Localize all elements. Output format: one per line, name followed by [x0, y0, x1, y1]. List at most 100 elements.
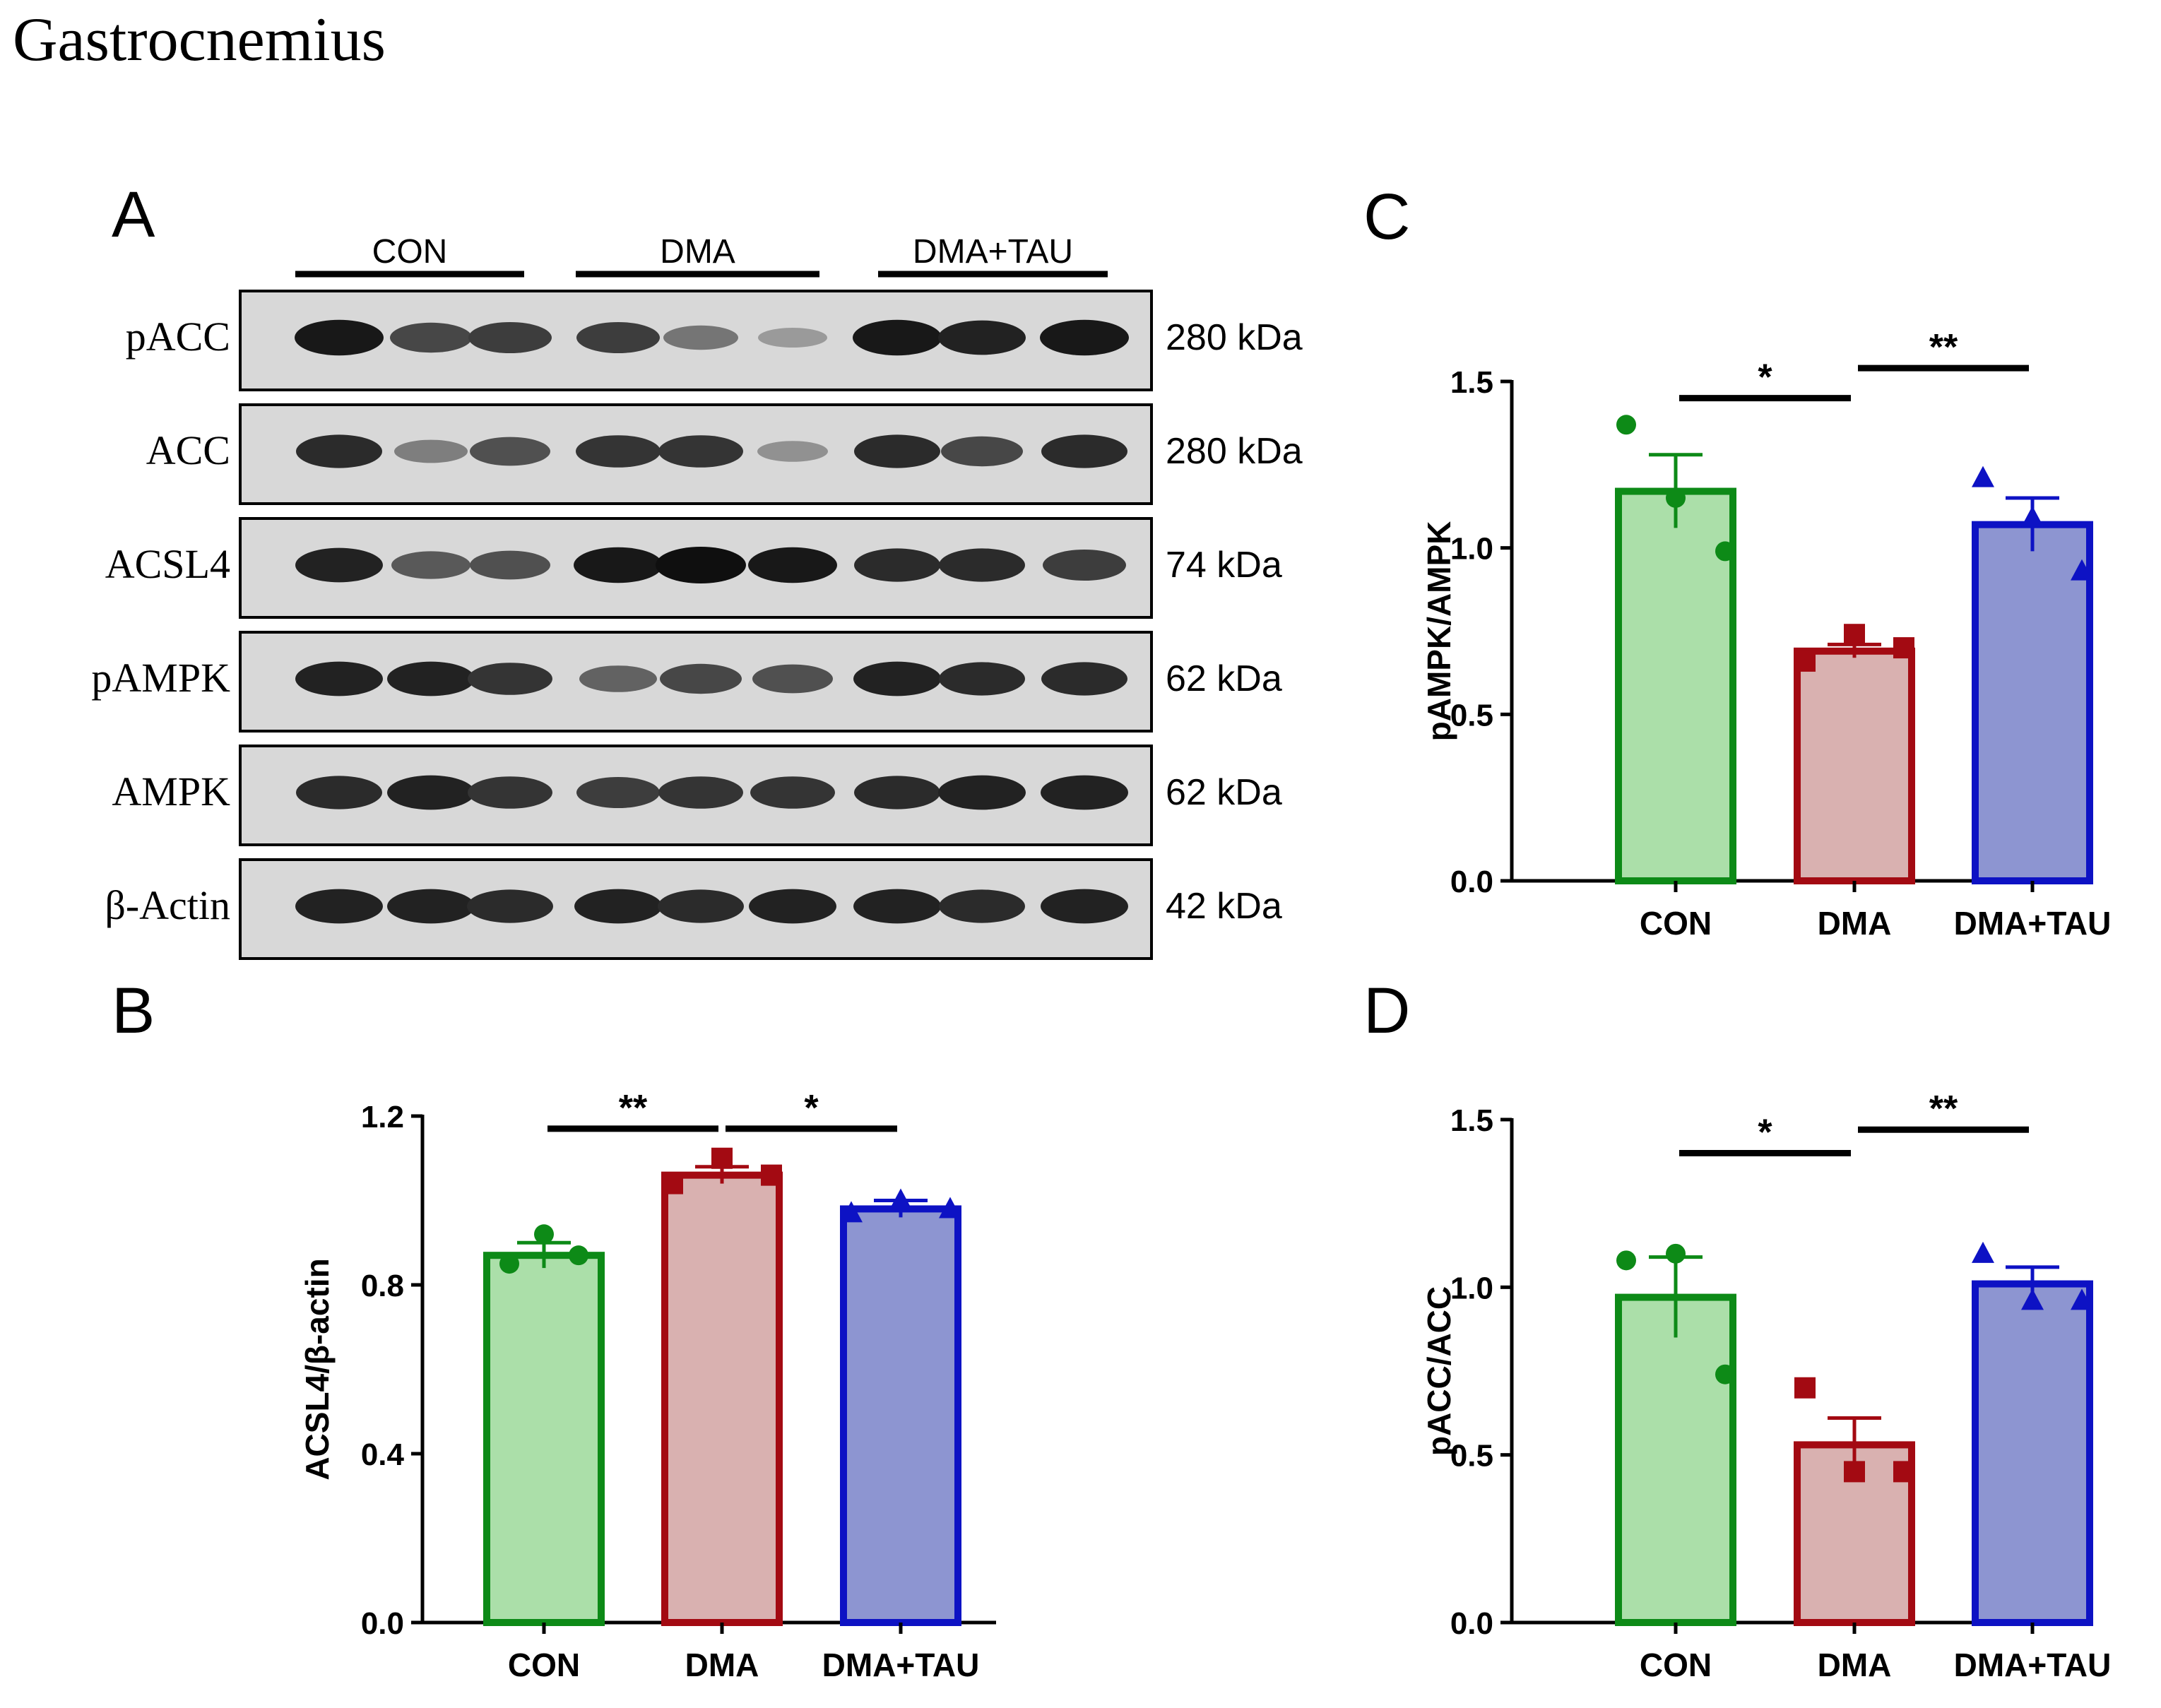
y-tick-label: 1.0: [1450, 532, 1493, 567]
blot-band: [854, 776, 940, 809]
panel-a-western-blot: A CON DMA DMA+TAU pACC 280 kDa ACC 280 kDa ACS…: [91, 179, 1303, 960]
blot-band: [663, 325, 738, 350]
blot-band: [1041, 775, 1128, 810]
y-tick-label: 0.8: [361, 1269, 404, 1303]
x-tick-label: DMA: [1818, 905, 1892, 942]
blot-band: [854, 548, 940, 582]
blot-band: [750, 776, 835, 809]
data-point: [662, 1173, 683, 1194]
blot-band: [1040, 319, 1129, 356]
group-label-CON: CON: [372, 233, 448, 271]
blot-band: [658, 889, 744, 923]
y-tick-label: 0.4: [361, 1437, 405, 1472]
blot-band: [938, 320, 1026, 355]
blot-band: [576, 322, 660, 353]
blot-band: [295, 547, 383, 583]
blot-band: [752, 664, 833, 694]
blot-band: [295, 319, 384, 356]
blot-band: [387, 889, 475, 924]
data-point: [711, 1147, 733, 1169]
blot-band: [387, 775, 475, 810]
data-point: [1666, 1243, 1686, 1264]
x-tick-label: DMA+TAU: [822, 1647, 980, 1683]
significance-label: **: [1929, 327, 1958, 368]
data-point: [1666, 487, 1686, 508]
blot-band: [387, 661, 475, 696]
blot-band: [295, 661, 383, 696]
blot-band: [296, 776, 382, 809]
blot-band: [941, 436, 1023, 467]
data-point: [2071, 559, 2093, 581]
panel-d-label: D: [1363, 975, 1410, 1047]
blot-row-AMPK: AMPK 62 kDa: [112, 745, 1282, 846]
blot-protein-label: ACC: [146, 427, 230, 473]
blot-protein-label: pAMPK: [91, 655, 230, 701]
blot-band: [468, 322, 552, 353]
x-tick-label: DMA: [1818, 1647, 1892, 1683]
blot-band: [660, 663, 742, 694]
data-point: [569, 1245, 588, 1266]
blot-band: [574, 547, 663, 583]
blot-band: [390, 322, 472, 353]
panel-a-label: A: [112, 179, 155, 251]
blot-band: [574, 889, 662, 924]
blot-band: [470, 550, 550, 580]
blot-band: [748, 547, 837, 583]
blot-band: [939, 889, 1025, 923]
blot-band: [296, 434, 382, 468]
significance-label: *: [1758, 357, 1772, 398]
data-point: [1715, 1364, 1735, 1384]
data-point: [1794, 650, 1816, 672]
blot-band: [1041, 662, 1127, 696]
blot-band: [853, 661, 941, 696]
data-point: [1893, 1461, 1914, 1483]
blot-band: [854, 434, 940, 468]
data-point: [840, 1201, 863, 1223]
data-point: [2071, 1288, 2093, 1310]
blot-size-label: 62 kDa: [1166, 772, 1282, 813]
data-point: [2021, 1288, 2044, 1310]
y-tick-label: 0.5: [1450, 698, 1493, 733]
panel-b-label: B: [112, 975, 155, 1047]
data-point: [939, 1197, 961, 1218]
significance-label: **: [1929, 1089, 1958, 1129]
blot-size-label: 280 kDa: [1166, 431, 1303, 472]
panel-c-y-axis-label: pAMPK/AMPK: [1421, 521, 1457, 742]
y-tick-label: 1.5: [1450, 1103, 1493, 1138]
data-point: [889, 1188, 912, 1210]
blot-band: [939, 662, 1025, 696]
data-point: [1893, 637, 1914, 659]
figure-title: Gastrocnemius: [13, 6, 386, 74]
blot-band: [394, 439, 468, 463]
panel-d-y-axis-label: pACC/ACC: [1421, 1286, 1457, 1456]
blot-protein-label: pACC: [126, 314, 230, 360]
y-tick-label: 1.2: [361, 1100, 404, 1134]
x-tick-label: CON: [1640, 1647, 1712, 1683]
blot-row-pAMPK: pAMPK 62 kDa: [91, 631, 1282, 733]
x-tick-label: CON: [1640, 905, 1712, 942]
bar-DMA: [661, 1171, 783, 1626]
bar-DMA+TAU: [840, 1205, 961, 1626]
blot-row-ACC: ACC 280 kDa: [146, 403, 1303, 505]
blot-band: [467, 889, 553, 923]
blot-band: [853, 889, 941, 924]
blot-row-β-Actin: β-Actin 42 kDa: [105, 858, 1282, 960]
bar-CON: [483, 1252, 605, 1627]
panel-b-y-axis-label: ACSL4/β-actin: [299, 1258, 336, 1480]
blot-band: [579, 665, 657, 692]
data-point: [1616, 1250, 1636, 1271]
blot-band: [658, 776, 743, 809]
significance-label: *: [1758, 1112, 1772, 1153]
x-tick-label: DMA+TAU: [1954, 905, 2112, 942]
x-tick-label: DMA+TAU: [1954, 1647, 2112, 1683]
blot-band: [757, 441, 828, 462]
group-label-DMA+TAU: DMA+TAU: [913, 233, 1073, 271]
blot-band: [658, 435, 743, 468]
blot-band: [576, 435, 661, 468]
data-point: [1972, 1241, 1994, 1263]
panel-c-label: C: [1363, 181, 1410, 253]
x-tick-label: CON: [508, 1647, 580, 1683]
